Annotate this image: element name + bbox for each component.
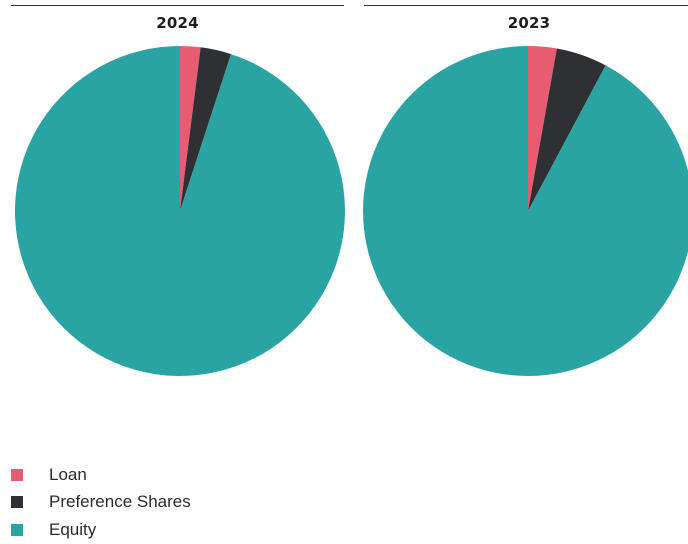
panel-rule-2024 <box>11 5 344 6</box>
chart-title-2023: 2023 <box>507 14 551 32</box>
legend-swatch-equity <box>11 523 23 536</box>
chart-title-2024: 2024 <box>156 14 199 32</box>
pie-slice-2023-loan <box>528 46 557 211</box>
pie-slice-2023-equity <box>363 46 688 376</box>
legend-label-preference-shares: Preference Shares <box>49 492 191 512</box>
pie-2024 <box>14 45 345 376</box>
panel-rule-2023 <box>364 5 688 6</box>
legend: Loan Preference Shares Equity <box>11 461 191 544</box>
legend-item-loan: Loan <box>11 461 191 489</box>
legend-swatch-preference-shares <box>11 496 23 509</box>
legend-label-equity: Equity <box>49 519 97 539</box>
pie-slice-2024-equity <box>14 45 345 376</box>
pie-slice-2024-loan <box>180 46 201 211</box>
legend-label-loan: Loan <box>49 464 87 484</box>
legend-swatch-loan <box>11 468 23 481</box>
pie-slice-2024-preference-shares <box>180 47 231 211</box>
pie-slice-2023-preference-shares <box>528 48 606 211</box>
pie-2023 <box>363 46 688 376</box>
legend-item-equity: Equity <box>11 516 191 544</box>
legend-item-preference-shares: Preference Shares <box>11 489 191 517</box>
